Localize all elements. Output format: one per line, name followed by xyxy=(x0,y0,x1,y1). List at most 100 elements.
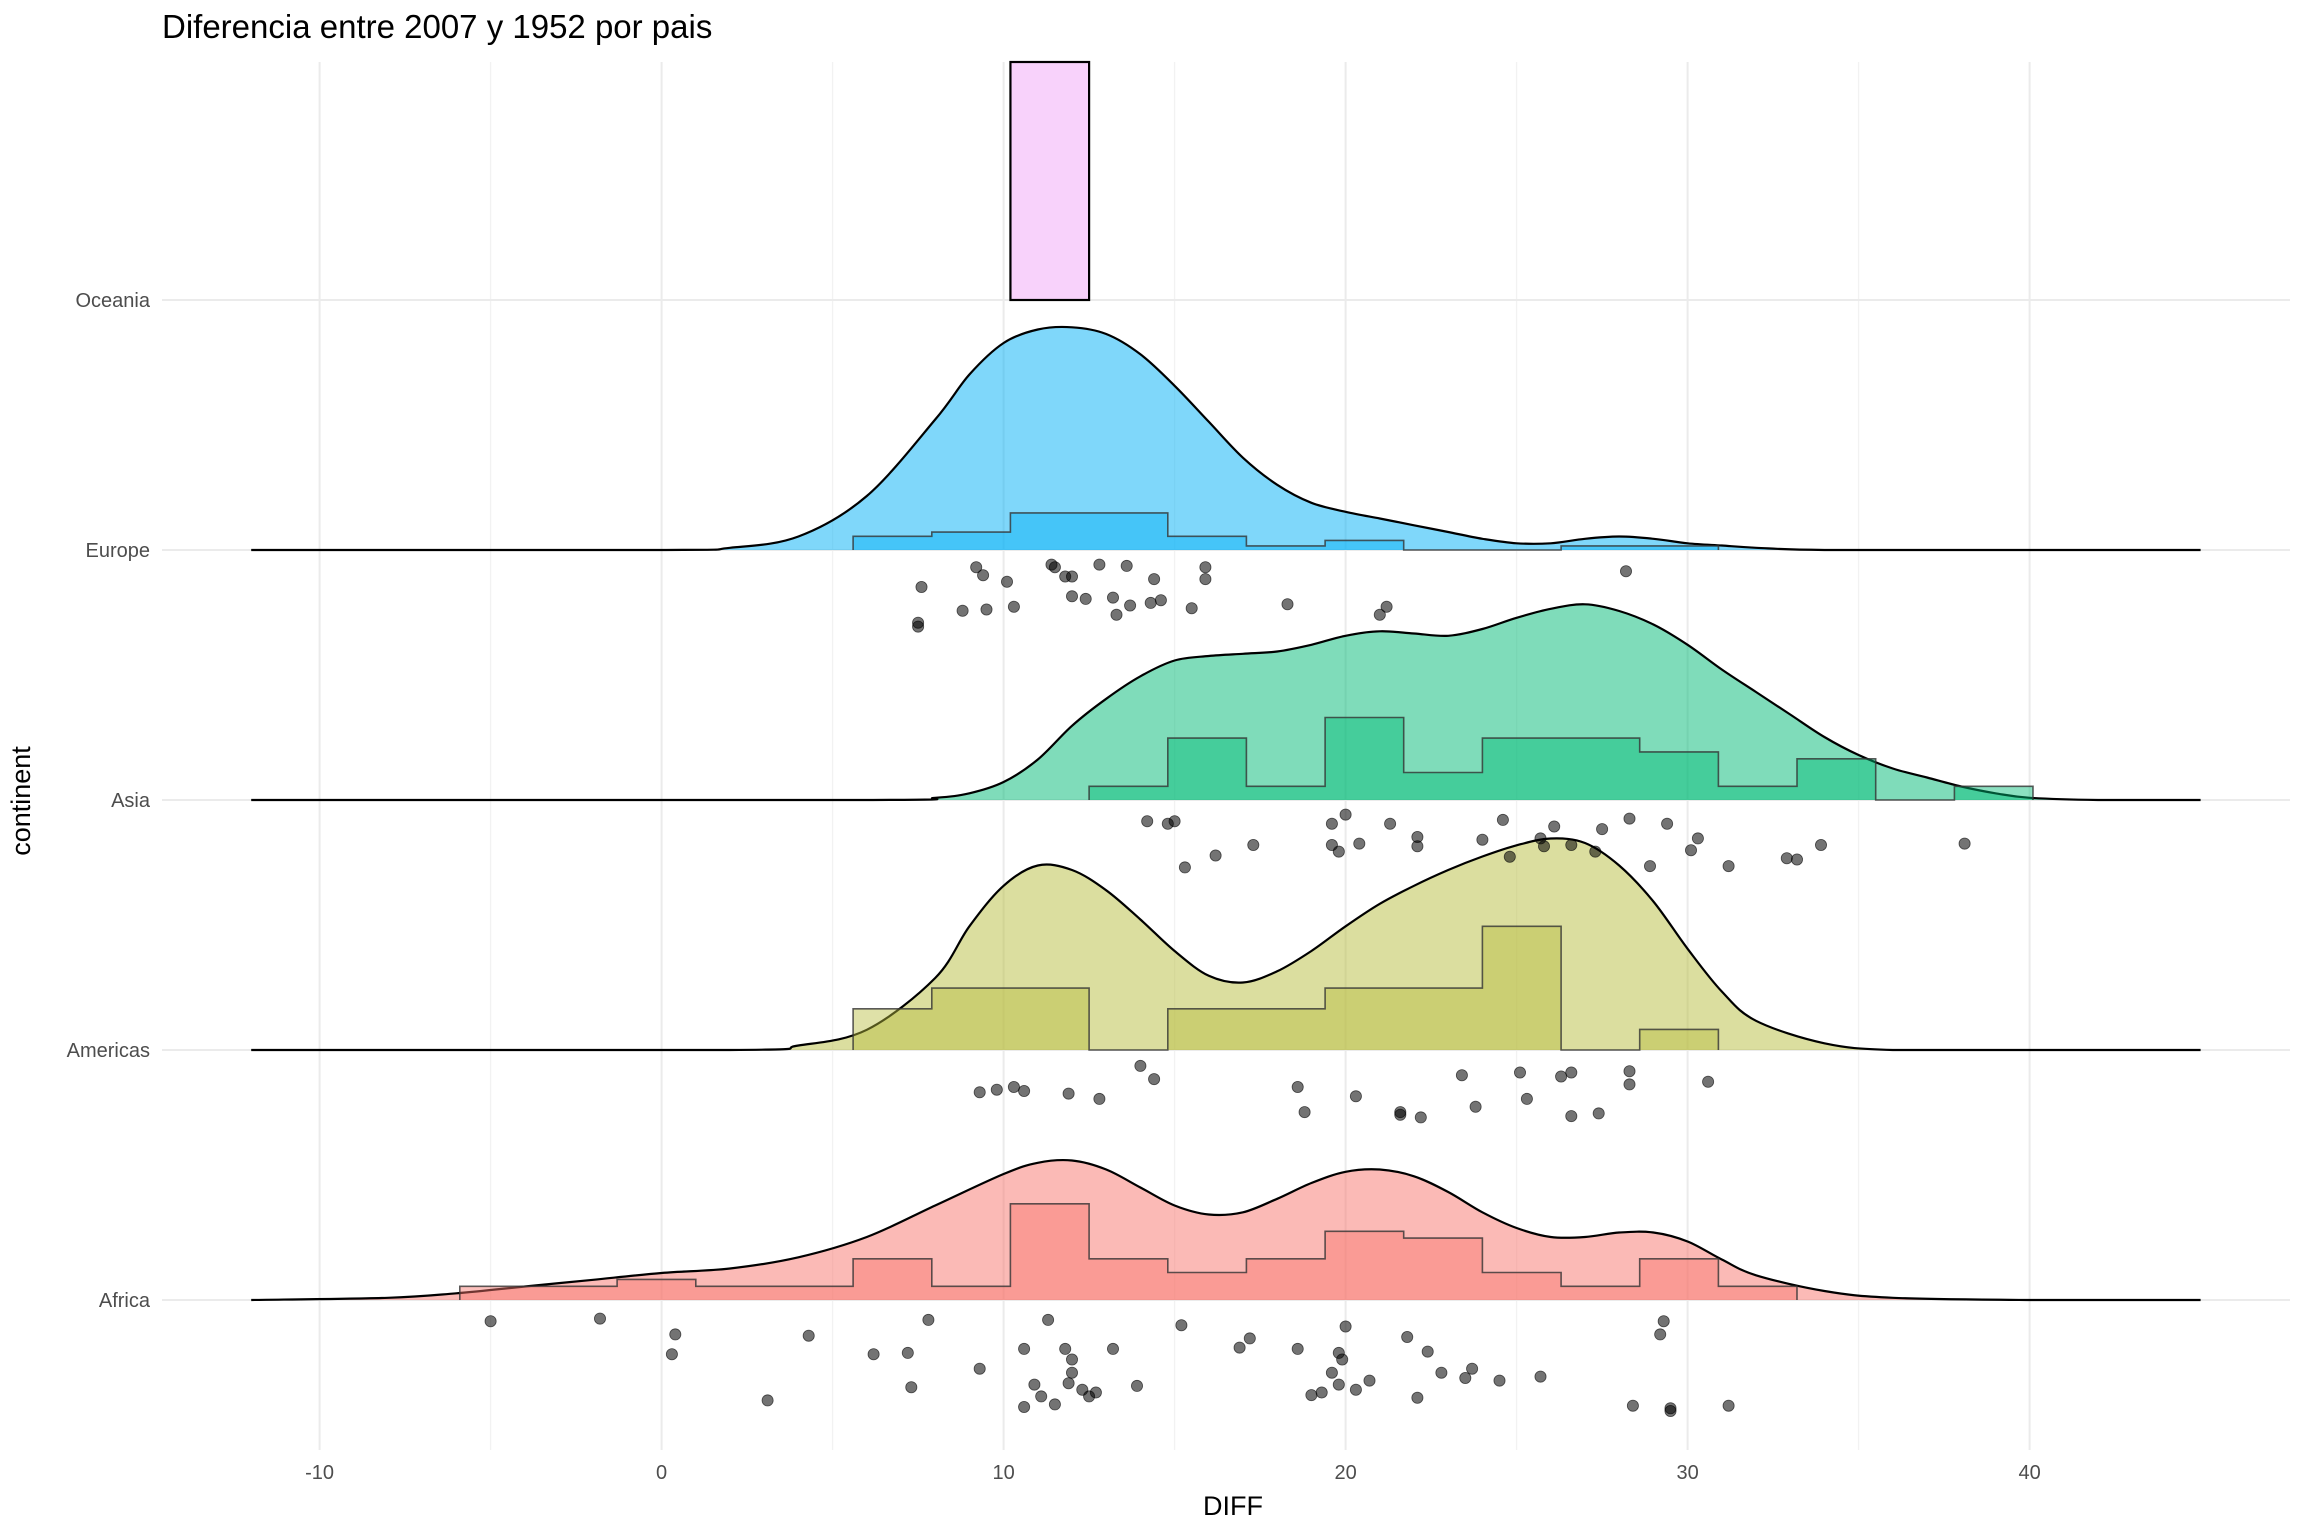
histogram-outline xyxy=(459,1203,1798,1300)
data-point xyxy=(1120,559,1133,572)
data-point xyxy=(1315,1386,1328,1399)
labels-layer: -10 0 10 20 30 40 Africa Americas Asia Europe Ocea… xyxy=(67,290,2041,1484)
data-point xyxy=(973,1086,986,1099)
data-point xyxy=(1175,1319,1188,1332)
data-point xyxy=(1565,839,1578,852)
y-axis-title: continent xyxy=(6,746,36,856)
data-point xyxy=(761,1394,774,1407)
data-point xyxy=(867,1348,880,1361)
data-point xyxy=(1435,1366,1448,1379)
series-americas xyxy=(251,837,2201,1052)
data-point xyxy=(1148,1073,1161,1086)
data-point xyxy=(1247,839,1260,852)
data-point xyxy=(1062,1377,1075,1390)
data-point xyxy=(922,1313,935,1326)
data-point xyxy=(1623,812,1636,825)
data-point xyxy=(1233,1341,1246,1354)
x-tick-label: 10 xyxy=(992,1462,1014,1484)
shapes-layer xyxy=(251,60,2201,1302)
data-point xyxy=(1178,861,1191,874)
data-point xyxy=(1493,1374,1506,1387)
points-layer xyxy=(484,558,1971,1418)
data-point xyxy=(1066,570,1079,583)
data-point xyxy=(1503,850,1516,863)
data-point xyxy=(1722,860,1735,873)
histogram-fill xyxy=(459,1203,1797,1300)
data-point xyxy=(1199,573,1212,586)
y-tick-label: Asia xyxy=(111,790,151,812)
data-point xyxy=(1476,833,1489,846)
data-point xyxy=(1469,1100,1482,1113)
y-tick-label: Africa xyxy=(99,1290,151,1312)
data-point xyxy=(1141,815,1154,828)
data-point xyxy=(1548,820,1561,833)
data-point xyxy=(1538,840,1551,853)
series-asia xyxy=(251,603,2201,802)
data-point xyxy=(1722,1399,1735,1412)
data-point xyxy=(1062,1087,1075,1100)
data-point xyxy=(1349,1090,1362,1103)
data-point xyxy=(669,1328,682,1341)
data-point xyxy=(1459,1372,1472,1385)
x-tick-label: 20 xyxy=(1334,1462,1356,1484)
histogram-outline xyxy=(852,512,1720,551)
data-point xyxy=(1592,1107,1605,1120)
data-point xyxy=(1654,1328,1667,1341)
data-point xyxy=(1093,1092,1106,1105)
data-point xyxy=(802,1329,815,1342)
data-point xyxy=(1281,598,1294,611)
density-outline xyxy=(251,603,2201,802)
data-point xyxy=(1394,1108,1407,1121)
data-point xyxy=(1066,1366,1079,1379)
data-point xyxy=(1048,1398,1061,1411)
data-point xyxy=(905,1381,918,1394)
data-point xyxy=(484,1315,497,1328)
data-point xyxy=(912,620,925,633)
data-point xyxy=(1185,602,1198,615)
data-point xyxy=(1596,823,1609,836)
data-point xyxy=(1093,558,1106,571)
data-point xyxy=(1018,1401,1031,1414)
data-point xyxy=(1373,608,1386,621)
histogram-fill xyxy=(853,512,1719,550)
data-point xyxy=(1349,1383,1362,1396)
data-point xyxy=(1626,1399,1639,1412)
data-point xyxy=(1089,1386,1102,1399)
data-point xyxy=(1035,1390,1048,1403)
data-point xyxy=(665,1348,678,1361)
histogram-outline xyxy=(852,925,1720,1051)
data-point xyxy=(1520,1092,1533,1105)
data-point xyxy=(1028,1378,1041,1391)
data-point xyxy=(1791,853,1804,866)
data-point xyxy=(1691,832,1704,845)
data-point xyxy=(1339,808,1352,821)
data-point xyxy=(1124,599,1137,612)
data-point xyxy=(901,1346,914,1359)
x-tick-label: 40 xyxy=(2018,1462,2040,1484)
data-point xyxy=(915,581,928,594)
x-axis-title: DIFF xyxy=(1203,1491,1263,1521)
y-tick-label: Oceania xyxy=(76,290,151,312)
chart-title: Diferencia entre 2007 y 1952 por pais xyxy=(162,8,713,45)
data-point xyxy=(1007,600,1020,613)
data-point xyxy=(1414,1111,1427,1124)
data-point xyxy=(1958,837,1971,850)
data-point xyxy=(1131,1379,1144,1392)
data-point xyxy=(1066,1353,1079,1366)
data-point xyxy=(1243,1332,1256,1345)
data-point xyxy=(1661,817,1674,830)
data-point xyxy=(1168,815,1181,828)
data-point xyxy=(1325,839,1338,852)
data-point xyxy=(1664,1402,1677,1415)
data-point xyxy=(1380,600,1393,613)
data-point xyxy=(1154,594,1167,607)
data-point xyxy=(1134,1059,1147,1072)
data-point xyxy=(1589,845,1602,858)
data-point xyxy=(1455,1069,1468,1082)
data-point xyxy=(1018,1085,1031,1098)
data-point xyxy=(1620,565,1633,578)
y-tick-label: Europe xyxy=(86,540,151,562)
data-point xyxy=(1048,561,1061,574)
data-point xyxy=(1339,1320,1352,1333)
